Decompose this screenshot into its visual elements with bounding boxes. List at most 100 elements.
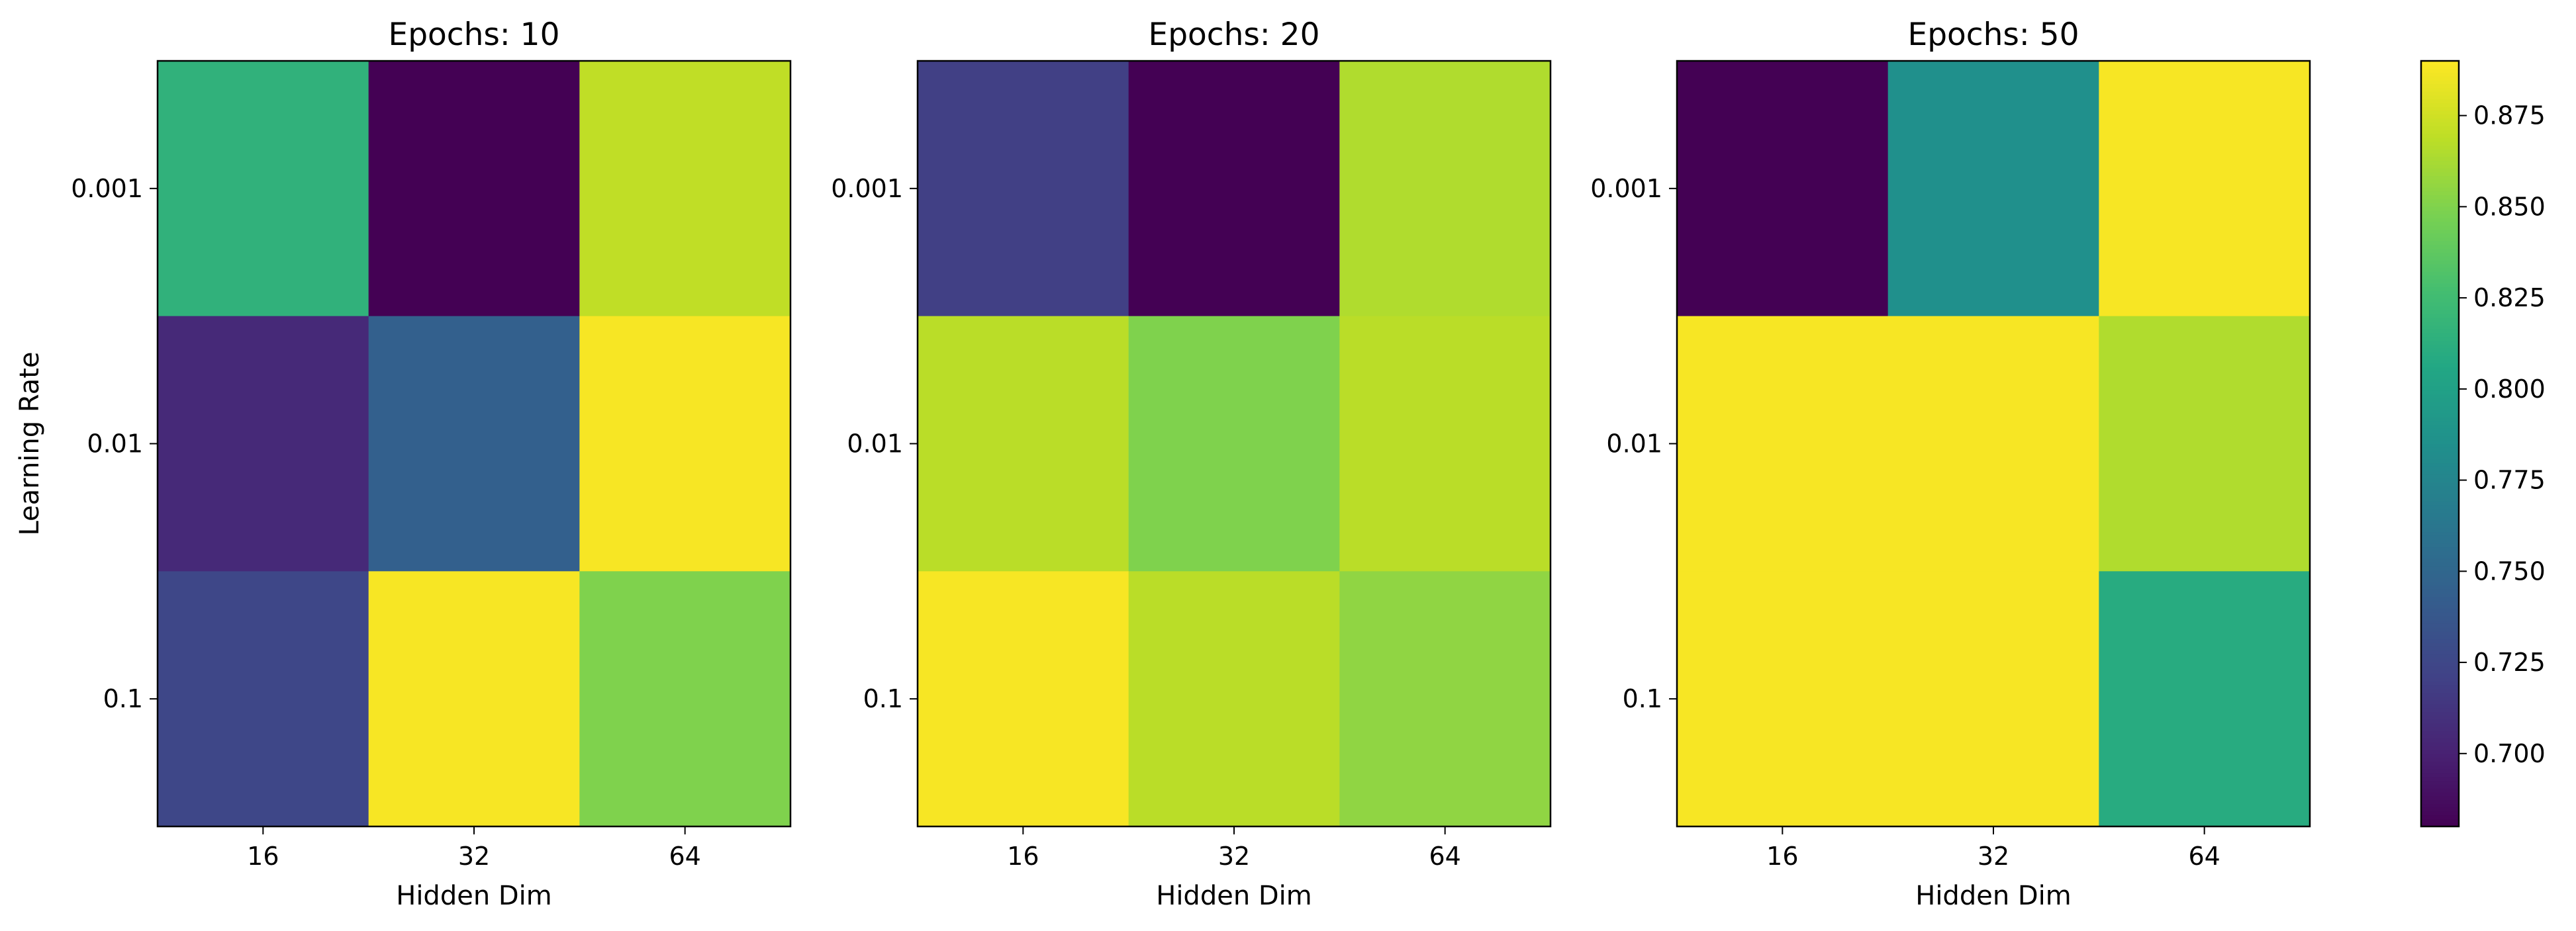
heatmap-cell (1677, 571, 1889, 827)
heatmap-cell (2099, 316, 2311, 572)
colorbar-gradient-slice (2421, 76, 2459, 81)
colorbar-gradient-slice (2421, 527, 2459, 533)
colorbar-tick-label: 0.700 (2473, 739, 2546, 768)
x-tick-label: 64 (1429, 842, 1460, 871)
colorbar-gradient-slice (2421, 593, 2459, 598)
colorbar-gradient-slice (2421, 202, 2459, 207)
heatmap-cell (158, 571, 369, 827)
y-tick-label: 0.001 (1590, 174, 1662, 203)
heatmap-cell (579, 61, 791, 317)
colorbar-gradient-slice (2421, 409, 2459, 414)
panel-title: Epochs: 50 (1908, 17, 2079, 53)
colorbar-gradient-slice (2421, 623, 2459, 628)
heatmap-cell (1339, 61, 1551, 317)
colorbar-gradient-slice (2421, 167, 2459, 173)
y-tick-label: 0.01 (87, 429, 143, 459)
colorbar-gradient-slice (2421, 612, 2459, 617)
colorbar-gradient-slice (2421, 765, 2459, 770)
colorbar-gradient-slice (2421, 719, 2459, 724)
colorbar-gradient-slice (2421, 321, 2459, 326)
heatmap-panel: Epochs: 10 16 32 64 Hidden Dim 0.001 0.01 0.1 Le… (15, 17, 792, 911)
colorbar-gradient-slice (2421, 313, 2459, 318)
colorbar-gradient-slice (2421, 692, 2459, 697)
colorbar-gradient-slice (2421, 463, 2459, 467)
colorbar-gradient-slice (2421, 183, 2459, 188)
heatmap-cell (579, 571, 791, 827)
colorbar-gradient-slice (2421, 152, 2459, 157)
colorbar-gradient-slice (2421, 435, 2459, 441)
colorbar-gradient-slice (2421, 417, 2459, 421)
colorbar-gradient-slice (2421, 501, 2459, 506)
colorbar-gradient-slice (2421, 558, 2459, 563)
colorbar-gradient-slice (2421, 390, 2459, 394)
colorbar-gradient-slice (2421, 187, 2459, 192)
colorbar-gradient-slice (2421, 195, 2459, 199)
colorbar-gradient-slice (2421, 225, 2459, 230)
y-tick-label: 0.01 (1606, 429, 1662, 459)
colorbar-gradient-slice (2421, 512, 2459, 517)
colorbar-gradient-slice (2421, 271, 2459, 276)
colorbar-gradient-slice (2421, 443, 2459, 448)
colorbar-gradient-slice (2421, 773, 2459, 777)
x-tick-label: 16 (247, 842, 279, 871)
colorbar-gradient-slice (2421, 776, 2459, 781)
colorbar-gradient-slice (2421, 61, 2459, 66)
colorbar-gradient-slice (2421, 221, 2459, 226)
colorbar-gradient-slice (2421, 707, 2459, 713)
colorbar-gradient-slice (2421, 199, 2459, 203)
colorbar-tick-label: 0.850 (2473, 192, 2546, 221)
heatmap-cell (1677, 61, 1889, 317)
colorbar-gradient-slice (2421, 310, 2459, 314)
colorbar-gradient-slice (2421, 505, 2459, 510)
y-tick-label: 0.1 (1623, 684, 1662, 713)
panel-title: Epochs: 10 (389, 17, 560, 53)
colorbar-gradient-slice (2421, 351, 2459, 357)
heatmap-cell (1128, 571, 1340, 827)
colorbar-gradient-slice (2421, 807, 2459, 812)
colorbar-gradient-slice (2421, 673, 2459, 678)
heatmap-cell (918, 61, 1129, 317)
colorbar-gradient-slice (2421, 750, 2459, 754)
colorbar-gradient-slice (2421, 317, 2459, 322)
colorbar-gradient-slice (2421, 711, 2459, 716)
colorbar-gradient-slice (2421, 248, 2459, 253)
colorbar-gradient-slice (2421, 723, 2459, 728)
colorbar-gradient-slice (2421, 294, 2459, 299)
panel-title: Epochs: 20 (1149, 17, 1320, 53)
colorbar-gradient-slice (2421, 596, 2459, 601)
colorbar-gradient-slice (2421, 581, 2459, 586)
colorbar-gradient-slice (2421, 145, 2459, 150)
x-tick-label: 16 (1007, 842, 1039, 871)
colorbar-gradient-slice (2421, 489, 2459, 494)
colorbar-gradient-slice (2421, 754, 2459, 758)
colorbar-gradient-slice (2421, 639, 2459, 643)
colorbar-gradient-slice (2421, 627, 2459, 632)
colorbar-gradient-slice (2421, 635, 2459, 640)
colorbar-gradient-slice (2421, 179, 2459, 184)
colorbar-gradient-slice (2421, 91, 2459, 96)
colorbar-gradient-slice (2421, 658, 2459, 662)
colorbar-gradient-slice (2421, 72, 2459, 77)
colorbar-gradient-slice (2421, 302, 2459, 306)
colorbar-gradient-slice (2421, 791, 2459, 797)
colorbar-gradient-slice (2421, 252, 2459, 257)
colorbar-gradient-slice (2421, 666, 2459, 670)
colorbar-gradient-slice (2421, 218, 2459, 222)
colorbar-gradient-slice (2421, 523, 2459, 529)
colorbar-gradient-slice (2421, 344, 2459, 349)
colorbar-gradient-slice (2421, 577, 2459, 582)
colorbar-gradient-slice (2421, 459, 2459, 464)
colorbar-gradient-slice (2421, 731, 2459, 735)
colorbar-gradient-slice (2421, 727, 2459, 731)
colorbar-gradient-slice (2421, 405, 2459, 410)
heatmap-cell (918, 571, 1129, 827)
x-tick-label: 64 (2188, 842, 2220, 871)
heatmap-panel: Epochs: 20 16 32 64 Hidden Dim 0.001 0.01 0.1 (831, 17, 1552, 911)
colorbar-gradient-slice (2421, 478, 2459, 482)
colorbar-gradient-slice (2421, 439, 2459, 445)
colorbar-gradient-slice (2421, 87, 2459, 92)
colorbar-gradient-slice (2421, 103, 2459, 108)
colorbar-gradient-slice (2421, 604, 2459, 609)
colorbar-gradient-slice (2421, 244, 2459, 249)
colorbar-gradient-slice (2421, 240, 2459, 245)
